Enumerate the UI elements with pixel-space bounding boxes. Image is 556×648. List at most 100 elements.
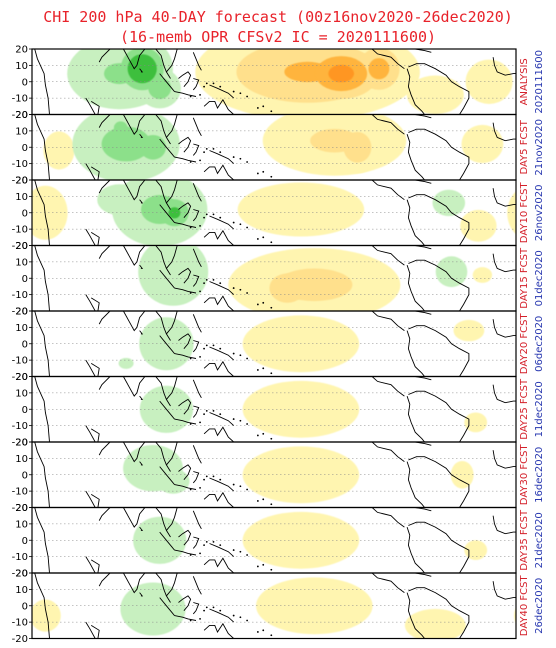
island	[239, 354, 242, 357]
coastline	[123, 180, 146, 201]
y-tick-label: 20	[15, 176, 28, 187]
island	[256, 565, 259, 568]
blob-7-level	[460, 209, 497, 242]
coastline	[371, 507, 405, 528]
coastline	[192, 314, 202, 333]
island	[205, 213, 208, 216]
y-tick-label: 0	[22, 208, 28, 219]
coastline	[98, 114, 111, 128]
coastline	[155, 311, 171, 341]
island	[219, 609, 222, 612]
y-tick-label: 10	[15, 519, 28, 530]
y-tick-label: 20	[15, 45, 28, 56]
coastline	[98, 573, 111, 587]
island	[239, 92, 242, 95]
island	[203, 282, 205, 285]
coastline	[203, 491, 235, 508]
island	[270, 306, 273, 309]
coastline	[90, 297, 100, 311]
panel-8: 20 10 0 -10 -20 DAY35 FCST 21dec2020	[12, 503, 545, 580]
y-tick-label: 10	[15, 454, 28, 465]
coastline	[408, 325, 470, 377]
island	[232, 549, 235, 551]
coastline	[155, 573, 171, 603]
shading-field	[32, 180, 516, 246]
island	[205, 409, 208, 412]
coastline	[123, 49, 146, 70]
coastline	[406, 592, 425, 639]
panel-date: 21nov2020	[534, 119, 545, 176]
coastline	[192, 602, 200, 615]
island	[246, 357, 249, 360]
coastline	[371, 311, 405, 331]
coastline	[155, 49, 171, 79]
coastline	[209, 215, 235, 230]
island	[189, 488, 192, 491]
coastline	[139, 133, 144, 138]
coastline	[159, 204, 175, 223]
island	[199, 617, 201, 620]
coastline	[166, 311, 178, 335]
coastline	[203, 622, 235, 639]
island	[256, 303, 259, 306]
coastline	[174, 615, 197, 621]
blob-2-level	[118, 357, 134, 369]
coastline	[155, 114, 171, 145]
coastline	[192, 117, 202, 137]
island	[246, 554, 249, 556]
island	[246, 292, 249, 294]
island	[270, 634, 273, 637]
island	[262, 498, 265, 501]
shading-field	[32, 114, 516, 180]
coastline	[166, 180, 178, 204]
island	[232, 287, 235, 289]
coastline	[408, 456, 470, 508]
panel-label: DAY35 FCST	[519, 509, 530, 571]
blob-4-level	[237, 182, 365, 237]
coastline	[90, 232, 100, 246]
island	[199, 486, 201, 489]
coastline	[203, 295, 235, 311]
island	[262, 563, 265, 566]
island	[262, 301, 265, 304]
y-tick-label: 0	[22, 77, 28, 88]
island	[205, 278, 208, 281]
blob-4-level	[435, 256, 468, 288]
panel-label: DAY25 FCST	[519, 378, 530, 440]
island	[199, 290, 201, 293]
shading-field	[32, 49, 516, 115]
blob-1-level	[101, 126, 151, 162]
coastline	[492, 384, 516, 404]
coastline	[178, 333, 192, 349]
island	[262, 629, 265, 632]
coastline	[203, 426, 235, 442]
y-tick-label: -20	[12, 634, 28, 645]
y-tick-label: -20	[12, 110, 28, 121]
island	[246, 161, 249, 163]
coastline	[155, 180, 171, 210]
island	[203, 478, 205, 481]
island	[256, 434, 259, 437]
coastline	[98, 245, 111, 259]
blob-3-level	[269, 273, 306, 303]
coastline	[34, 114, 50, 180]
coastline	[406, 330, 425, 377]
panel-date: 01dec2020	[534, 250, 545, 306]
island	[262, 236, 265, 239]
coastline	[203, 360, 235, 377]
shading-field	[32, 442, 516, 508]
coastline	[174, 91, 197, 97]
panel-3: 20 10 0 -10 -20 DAY10 FCST 26nov2020	[12, 176, 545, 253]
island	[219, 347, 222, 350]
island	[219, 413, 222, 416]
chart-title-line1: CHI 200 hPa 40-DAY forecast (00z16nov202…	[43, 8, 513, 26]
coastline	[492, 515, 516, 535]
y-tick-label: -10	[12, 225, 28, 236]
coastline	[408, 259, 470, 311]
coastline	[492, 57, 516, 76]
coastline	[166, 49, 178, 73]
y-tick-label: 20	[15, 241, 28, 252]
panel-label: DAY30 FCST	[519, 444, 530, 506]
coastline	[408, 390, 470, 442]
coastline	[159, 138, 175, 158]
